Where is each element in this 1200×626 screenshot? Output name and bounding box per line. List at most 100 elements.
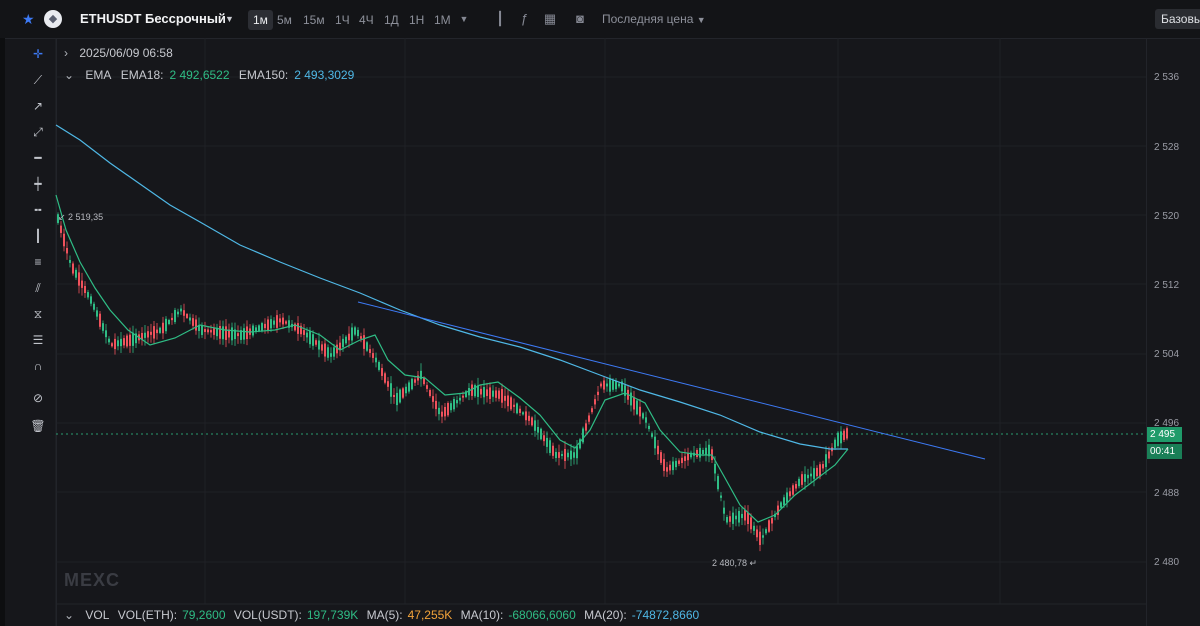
candle-body <box>378 362 380 370</box>
candle-body <box>540 428 542 440</box>
candle-body <box>813 468 815 479</box>
chevron-down-icon[interactable]: ⌄ <box>64 68 75 82</box>
text-lines-icon[interactable]: ☰ <box>32 333 44 347</box>
price-source-select[interactable]: Последняя цена ▼ <box>602 0 706 38</box>
timeframe-1d[interactable]: 1Д <box>384 13 399 27</box>
ema-title[interactable]: EMA <box>85 68 112 82</box>
chevron-right-icon[interactable]: › <box>64 46 68 60</box>
candle-body <box>180 308 182 312</box>
symbol-dropdown-icon[interactable]: ▼ <box>225 14 234 24</box>
more-timeframes-icon[interactable]: ▼ <box>459 14 469 24</box>
candle-body <box>168 319 170 325</box>
candle-body <box>240 330 242 340</box>
candle-body <box>405 386 407 394</box>
ray-icon[interactable]: ↗ <box>32 99 44 113</box>
candle-body <box>429 390 431 396</box>
candle-body <box>567 452 569 458</box>
ema150-line <box>55 124 848 450</box>
pattern-icon[interactable]: ⧖ <box>33 307 43 321</box>
candle-body <box>399 389 401 403</box>
parallel-channel-icon[interactable]: ≡ <box>34 255 42 269</box>
trash-icon[interactable]: 🗑 <box>30 419 46 433</box>
candle-body <box>396 392 398 406</box>
candle-body <box>270 319 272 329</box>
timeframe-5m[interactable]: 5м <box>277 13 292 27</box>
candle-body <box>708 444 710 457</box>
candle-body <box>216 327 218 337</box>
price-axis[interactable]: 2 536 2 528 2 520 2 512 2 504 2 496 2 48… <box>1146 38 1200 626</box>
price-line-icon[interactable]: ╍ <box>34 203 42 217</box>
candle-body <box>816 467 818 477</box>
vertical-line-icon[interactable]: ┃ <box>34 229 42 243</box>
candle-body <box>252 325 254 336</box>
favorite-star-icon[interactable]: ★ <box>22 11 35 27</box>
candle-body <box>459 397 461 401</box>
candles-layer <box>57 212 848 552</box>
candle-body <box>111 343 113 347</box>
candle-body <box>657 445 659 455</box>
candle-body <box>828 451 830 459</box>
candle-body <box>516 403 518 414</box>
candle-body <box>564 449 566 461</box>
candle-body <box>726 516 728 523</box>
candle-body <box>840 431 842 444</box>
ema150-label: EMA150: <box>238 68 289 82</box>
indicators-icon[interactable]: ƒ <box>520 11 528 26</box>
candle-body <box>798 478 800 487</box>
candle-body <box>513 404 515 407</box>
candle-body <box>717 476 719 490</box>
base-view-button[interactable]: Базовый <box>1155 9 1200 29</box>
candle-body <box>261 323 263 332</box>
hide-drawings-eye-icon[interactable]: ⊘ <box>32 391 44 405</box>
candle-body <box>570 450 572 460</box>
timeframe-15m[interactable]: 15м <box>303 13 325 27</box>
candle-body <box>231 327 233 341</box>
ema150-value: 2 493,3029 <box>294 68 355 82</box>
ma5-value: 47,255K <box>407 608 453 622</box>
price-chart[interactable] <box>0 0 1146 626</box>
candle-body <box>846 428 848 439</box>
screenshot-camera-icon[interactable]: ◙ <box>576 11 584 26</box>
timeframe-4h[interactable]: 4Ч <box>359 13 374 27</box>
fibonacci-icon[interactable]: ⫽ <box>35 281 41 295</box>
candle-body <box>648 425 650 430</box>
candle-body <box>363 335 365 349</box>
candle-body <box>309 330 311 345</box>
candle-body <box>426 385 428 389</box>
axis-tick: 2 512 <box>1154 280 1180 291</box>
candle-body <box>63 233 65 247</box>
timeframe-1w[interactable]: 1Н <box>409 13 425 27</box>
candle-body <box>612 380 614 390</box>
vol-usdt-label: VOL(USDT): <box>233 608 302 622</box>
candle-body <box>666 467 668 472</box>
candle-body <box>696 449 698 458</box>
layout-grid-icon[interactable]: ▦ <box>543 11 557 26</box>
candle-body <box>447 402 449 416</box>
candle-body <box>720 495 722 498</box>
symbol-title[interactable]: ETHUSDT Бессрочный <box>80 11 226 26</box>
candlestick-type-icon[interactable]: ┃ <box>496 11 504 26</box>
vol-title[interactable]: VOL <box>85 608 110 622</box>
timeframe-1h[interactable]: 1Ч <box>335 13 350 27</box>
candle-body <box>819 464 821 477</box>
timeframe-1m[interactable]: 1м <box>248 10 273 30</box>
candle-body <box>444 406 446 417</box>
candle-body <box>201 325 203 335</box>
horizontal-line-icon[interactable]: ━ <box>34 151 42 165</box>
candle-body <box>705 447 707 455</box>
extended-line-icon[interactable]: ⤢ <box>33 125 43 139</box>
volume-chevron-down-icon[interactable]: ⌄ <box>64 608 75 622</box>
candle-body <box>675 460 677 468</box>
axis-tick: 2 488 <box>1154 488 1180 499</box>
horizontal-ray-icon[interactable]: ┿ <box>34 177 42 191</box>
price-source-label: Последняя цена <box>602 12 694 26</box>
magnet-icon[interactable]: ∩ <box>33 359 43 373</box>
crosshair-cursor-icon[interactable]: ✛ <box>32 47 44 61</box>
candle-body <box>504 395 506 401</box>
window-edge <box>0 38 5 626</box>
candle-body <box>315 340 317 345</box>
trend-line-icon[interactable]: ⟋ <box>33 73 43 87</box>
candle-body <box>171 317 173 321</box>
low-price-annotation: 2 480,78 ↵ <box>712 558 758 568</box>
timeframe-1mo[interactable]: 1М <box>434 13 451 27</box>
